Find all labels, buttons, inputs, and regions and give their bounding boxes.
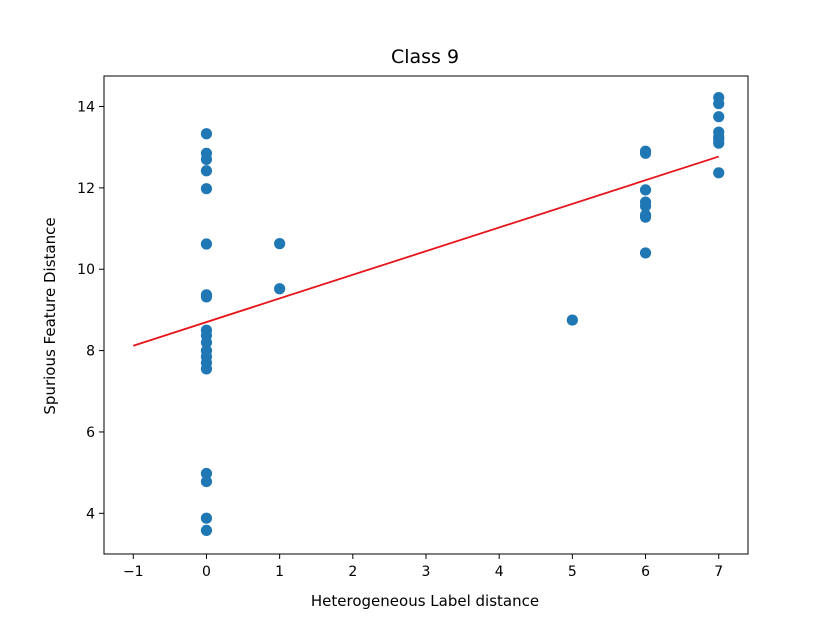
data-point xyxy=(274,238,286,250)
x-axis-title: Heterogeneous Label distance xyxy=(311,592,539,610)
x-tick-label: 4 xyxy=(495,564,504,580)
data-point xyxy=(200,183,213,195)
data-point xyxy=(566,314,578,326)
data-point xyxy=(200,363,213,375)
x-tick-label: 5 xyxy=(568,564,577,580)
data-point xyxy=(713,98,725,110)
data-point xyxy=(639,247,652,259)
data-point xyxy=(639,147,652,159)
data-point xyxy=(200,336,213,349)
fit-line xyxy=(132,155,720,347)
x-axis: −1 0 1 2 3 4 5 6 7 xyxy=(123,554,723,580)
data-point xyxy=(200,291,213,303)
data-point xyxy=(274,283,286,295)
data-point xyxy=(200,467,213,480)
data-point xyxy=(713,137,725,149)
data-point xyxy=(639,211,652,223)
data-point xyxy=(200,475,213,488)
data-point xyxy=(713,167,725,179)
x-tick-label: 3 xyxy=(422,564,431,580)
data-marks xyxy=(132,91,725,537)
y-tick-label: 6 xyxy=(86,425,95,441)
x-tick-label: 1 xyxy=(275,564,284,580)
data-point xyxy=(200,238,213,250)
data-point xyxy=(200,153,213,165)
data-point xyxy=(713,111,725,123)
y-tick-label: 14 xyxy=(77,100,95,116)
data-point xyxy=(639,184,652,196)
data-point xyxy=(639,200,652,212)
y-tick-label: 10 xyxy=(77,262,95,278)
y-tick-label: 4 xyxy=(86,506,95,522)
data-point xyxy=(200,128,213,140)
plot-area xyxy=(103,75,749,555)
x-tick-label: 6 xyxy=(641,564,650,580)
x-tick-label: 7 xyxy=(714,564,723,580)
chart-title: Class 9 xyxy=(391,46,459,68)
data-point xyxy=(200,165,213,177)
y-tick-label: 8 xyxy=(86,344,95,360)
y-tick-label: 12 xyxy=(77,181,95,197)
y-axis-title: Spurious Feature Distance xyxy=(41,217,59,414)
data-point xyxy=(200,512,213,524)
x-tick-label: 2 xyxy=(348,564,357,580)
data-point xyxy=(200,524,213,537)
y-axis: 4 6 8 10 12 14 xyxy=(77,100,104,522)
x-tick-label: −1 xyxy=(123,564,144,580)
x-tick-label: 0 xyxy=(202,564,211,580)
